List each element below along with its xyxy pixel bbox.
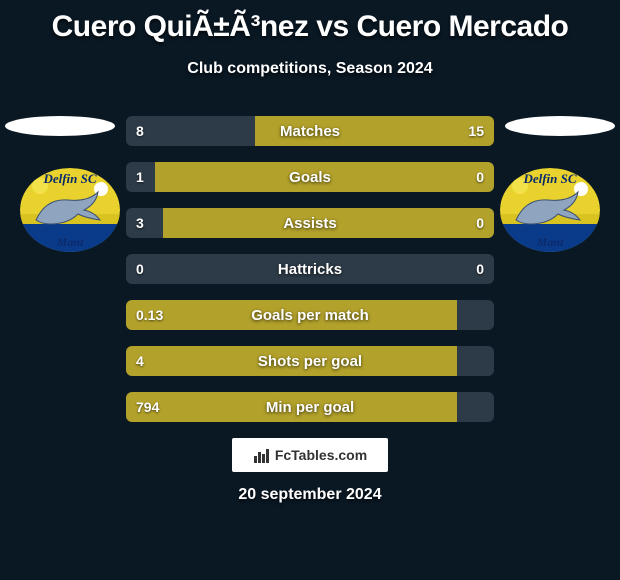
stat-value-right: 0 <box>466 254 494 284</box>
comparison-stage: Delfin SC Mant Delfin SC Mant 815Matches… <box>0 116 620 504</box>
bar-chart-icon <box>253 446 271 464</box>
stat-row: 4Shots per goal <box>126 346 494 376</box>
stat-value-left: 794 <box>126 392 169 422</box>
stat-row: 10Goals <box>126 162 494 192</box>
page-title: Cuero QuiÃ±Ã³nez vs Cuero Mercado <box>0 0 620 44</box>
stat-row: 00Hattricks <box>126 254 494 284</box>
stat-value-right: 0 <box>466 162 494 192</box>
stat-value-left: 0.13 <box>126 300 173 330</box>
stat-bar-right <box>163 208 494 238</box>
stat-row: 815Matches <box>126 116 494 146</box>
brand-text: FcTables.com <box>275 447 367 463</box>
stat-value-right <box>474 300 494 330</box>
stat-value-right: 15 <box>458 116 494 146</box>
stat-value-right <box>474 346 494 376</box>
stat-value-left: 4 <box>126 346 154 376</box>
stat-row: 0.13Goals per match <box>126 300 494 330</box>
stat-bar-left <box>126 300 457 330</box>
badge-bottom-text: Mant <box>500 235 600 250</box>
page-subtitle: Club competitions, Season 2024 <box>0 60 620 78</box>
brand-box[interactable]: FcTables.com <box>232 438 388 472</box>
stat-value-right <box>474 392 494 422</box>
stat-value-left: 8 <box>126 116 154 146</box>
stat-value-left: 1 <box>126 162 154 192</box>
club-badge-right: Delfin SC Mant <box>500 168 600 252</box>
ground-marker-right <box>505 116 615 136</box>
stat-bar-left <box>126 392 457 422</box>
stat-value-right: 0 <box>466 208 494 238</box>
stat-row: 794Min per goal <box>126 392 494 422</box>
stat-row: 30Assists <box>126 208 494 238</box>
stat-bar-left <box>126 346 457 376</box>
dolphin-icon <box>34 190 104 230</box>
club-badge-left: Delfin SC Mant <box>20 168 120 252</box>
stat-value-left: 3 <box>126 208 154 238</box>
badge-top-text: Delfin SC <box>20 171 120 187</box>
stat-bar-right <box>155 162 494 192</box>
dolphin-icon <box>514 190 584 230</box>
stat-value-left: 0 <box>126 254 154 284</box>
snapshot-date: 20 september 2024 <box>0 486 620 504</box>
stat-bars: 815Matches10Goals30Assists00Hattricks0.1… <box>126 116 494 422</box>
badge-top-text: Delfin SC <box>500 171 600 187</box>
ground-marker-left <box>5 116 115 136</box>
badge-bottom-text: Mant <box>20 235 120 250</box>
